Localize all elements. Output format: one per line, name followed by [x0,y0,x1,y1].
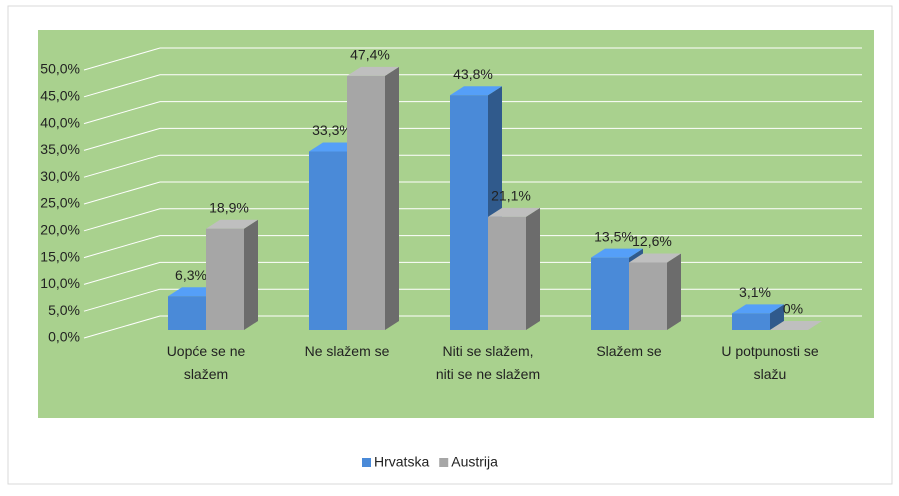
bar-3d [629,253,681,330]
grid-line [83,235,862,259]
grid-line [83,127,862,151]
y-tick-label: 5,0% [48,302,80,318]
grid-line [83,181,862,205]
bar-3d [206,219,258,330]
value-label: 33,3% [312,122,352,138]
grid-line [83,208,862,232]
bar-top [206,219,258,229]
y-tick-label: 40,0% [40,114,80,130]
bar [450,95,488,331]
bar-side [667,253,681,330]
value-label: 12,6% [632,233,672,249]
y-tick-label: 45,0% [40,88,80,104]
y-tick-label: 0,0% [48,329,80,345]
grid-line [83,101,862,125]
value-label: 43,8% [453,66,493,82]
legend-swatch [362,458,371,467]
bar-top [770,321,822,330]
y-tick-label: 35,0% [40,141,80,157]
grid-line [83,74,862,98]
bar-top [591,248,643,258]
y-tick-label: 25,0% [40,195,80,211]
value-label: 0% [783,301,803,317]
bar [168,296,206,330]
bar [206,228,244,330]
bar-top [347,66,399,76]
bar-3d [488,207,540,330]
value-label: 47,4% [350,47,390,63]
y-tick-label: 30,0% [40,168,80,184]
bar-3d [770,321,822,330]
bar-side [770,304,784,330]
bar-top [732,304,784,314]
bar [591,257,629,330]
bar [732,313,770,330]
grid-line [83,47,862,71]
legend-label: Hrvatska [374,454,429,470]
y-tick-label: 20,0% [40,222,80,238]
bar [309,151,347,330]
bar [347,75,385,330]
value-label: 21,1% [491,188,531,204]
bar-side [244,219,258,330]
y-tick-label: 15,0% [40,248,80,264]
bar [629,262,667,330]
y-tick-label: 50,0% [40,61,80,77]
bar-top [450,86,502,96]
y-tick-label: 10,0% [40,275,80,291]
bar-3d [347,66,399,330]
legend-swatch [439,458,449,467]
value-label: 13,5% [594,228,634,244]
x-tick-label: Niti se slažem, niti se ne slažem [436,343,540,382]
bar-side [526,207,540,330]
bar-3d [732,304,784,330]
legend-label: Austrija [451,454,498,470]
x-tick-label: Ne slažem se [305,343,390,359]
x-tick-label: Slažem se [596,343,662,359]
value-label: 6,3% [175,267,207,283]
x-tick-label: Uopće se ne slažem [167,343,246,382]
bar-side [385,66,399,330]
bar-top [488,207,540,217]
grid-line [83,154,862,178]
x-tick-label: U potpunosti se slažu [721,343,818,382]
bar-top [629,253,681,263]
bar [488,216,526,330]
value-label: 18,9% [209,199,249,215]
value-label: 3,1% [739,284,771,300]
